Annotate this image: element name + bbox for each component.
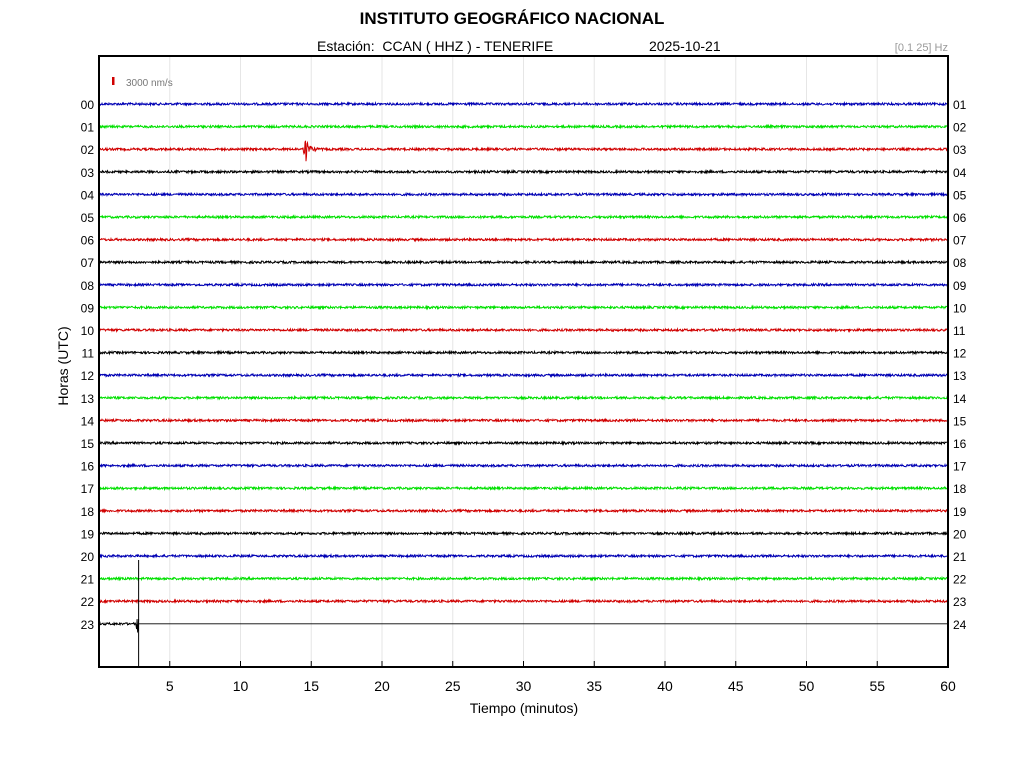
- hour-label-left: 00: [81, 98, 95, 112]
- hour-label-left: 21: [81, 573, 95, 587]
- hour-label-left: 03: [81, 166, 95, 180]
- hour-label-left: 12: [81, 369, 95, 383]
- trace-hour-12: [98, 372, 949, 379]
- trace-hour-19: [98, 530, 949, 537]
- trace-hour-14: [98, 417, 949, 424]
- hour-label-left: 20: [81, 550, 95, 564]
- trace-hour-05: [98, 214, 948, 221]
- trace-hour-03: [98, 168, 949, 175]
- scale-bar: [112, 77, 115, 85]
- trace-hour-02: [98, 140, 949, 162]
- hour-label-left: 13: [81, 392, 95, 406]
- hour-label-left: 01: [81, 121, 95, 135]
- hour-label-left: 17: [81, 482, 95, 496]
- hour-label-right: 21: [953, 550, 967, 564]
- x-axis-label: Tiempo (minutos): [469, 700, 579, 716]
- x-tick-label: 10: [233, 678, 249, 694]
- hour-label-left: 06: [81, 234, 95, 248]
- hour-label-left: 18: [81, 505, 95, 519]
- trace-hour-20: [98, 552, 949, 560]
- hour-label-left: 10: [81, 324, 95, 338]
- hour-label-left: 23: [81, 618, 95, 632]
- trace-hour-10: [98, 327, 949, 334]
- hour-label-right: 06: [953, 211, 967, 225]
- hour-label-left: 14: [81, 414, 95, 428]
- hour-label-right: 18: [953, 482, 967, 496]
- hour-label-right: 16: [953, 437, 967, 451]
- hour-label-right: 09: [953, 279, 967, 293]
- hour-label-right: 17: [953, 460, 967, 474]
- hour-label-left: 11: [82, 347, 95, 361]
- x-tick-label: 45: [728, 678, 744, 694]
- hour-label-right: 10: [953, 301, 967, 315]
- x-tick-label: 20: [374, 678, 390, 694]
- hour-label-right: 04: [953, 166, 967, 180]
- x-tick-label: 5: [166, 678, 174, 694]
- hour-label-right: 01: [953, 98, 967, 112]
- hour-label-left: 08: [81, 279, 95, 293]
- trace-hour-18: [98, 507, 949, 514]
- trace-hour-23: [98, 619, 140, 634]
- trace-hour-17: [98, 485, 949, 492]
- hour-label-right: 14: [953, 392, 967, 406]
- hour-label-right: 08: [953, 256, 967, 270]
- trace-hour-16: [98, 462, 949, 469]
- x-tick-label: 50: [799, 678, 815, 694]
- hour-label-right: 13: [953, 369, 967, 383]
- hour-label-right: 15: [953, 414, 967, 428]
- x-tick-label: 55: [869, 678, 885, 694]
- x-tick-label: 35: [586, 678, 602, 694]
- hour-label-right: 24: [953, 618, 967, 632]
- hour-label-right: 02: [953, 121, 967, 135]
- hour-label-left: 15: [81, 437, 95, 451]
- trace-hour-01: [98, 123, 949, 130]
- chart-title: INSTITUTO GEOGRÁFICO NACIONAL: [359, 9, 665, 28]
- x-tick-label: 30: [516, 678, 532, 694]
- station-label: Estación: CCAN ( HHZ ) - TENERIFE: [317, 38, 554, 54]
- hour-label-right: 22: [953, 573, 967, 587]
- hour-label-right: 23: [953, 595, 967, 609]
- hour-label-left: 07: [81, 256, 95, 270]
- hour-label-left: 19: [81, 527, 95, 541]
- hour-label-right: 05: [953, 188, 967, 202]
- trace-hour-13: [98, 394, 949, 401]
- trace-hour-07: [98, 259, 949, 266]
- x-tick-label: 25: [445, 678, 461, 694]
- hour-label-left: 16: [81, 460, 95, 474]
- trace-hour-15: [98, 440, 949, 446]
- hour-label-right: 03: [953, 143, 967, 157]
- hour-label-right: 12: [953, 347, 967, 361]
- hour-label-right: 20: [953, 527, 967, 541]
- x-tick-label: 40: [657, 678, 673, 694]
- scale-label: 3000 nm/s: [126, 78, 173, 89]
- hour-label-left: 04: [81, 188, 95, 202]
- hour-label-left: 09: [81, 301, 95, 315]
- x-tick-label: 60: [940, 678, 956, 694]
- hour-label-left: 05: [81, 211, 95, 225]
- frequency-band-label: [0.1 25] Hz: [894, 42, 948, 54]
- trace-hour-09: [98, 304, 949, 311]
- trace-hour-04: [98, 191, 949, 198]
- hour-label-left: 02: [81, 143, 95, 157]
- trace-hour-08: [98, 281, 949, 288]
- date-label: 2025-10-21: [649, 38, 721, 54]
- hour-label-right: 19: [953, 505, 967, 519]
- hour-label-right: 11: [953, 324, 966, 338]
- hour-label-right: 07: [953, 234, 967, 248]
- trace-hour-21: [98, 575, 949, 582]
- trace-hour-11: [98, 349, 949, 356]
- hour-label-left: 22: [81, 595, 95, 609]
- trace-hour-00: [98, 100, 949, 107]
- trace-hour-06: [98, 236, 949, 243]
- trace-hour-22: [98, 598, 949, 605]
- x-tick-label: 15: [303, 678, 319, 694]
